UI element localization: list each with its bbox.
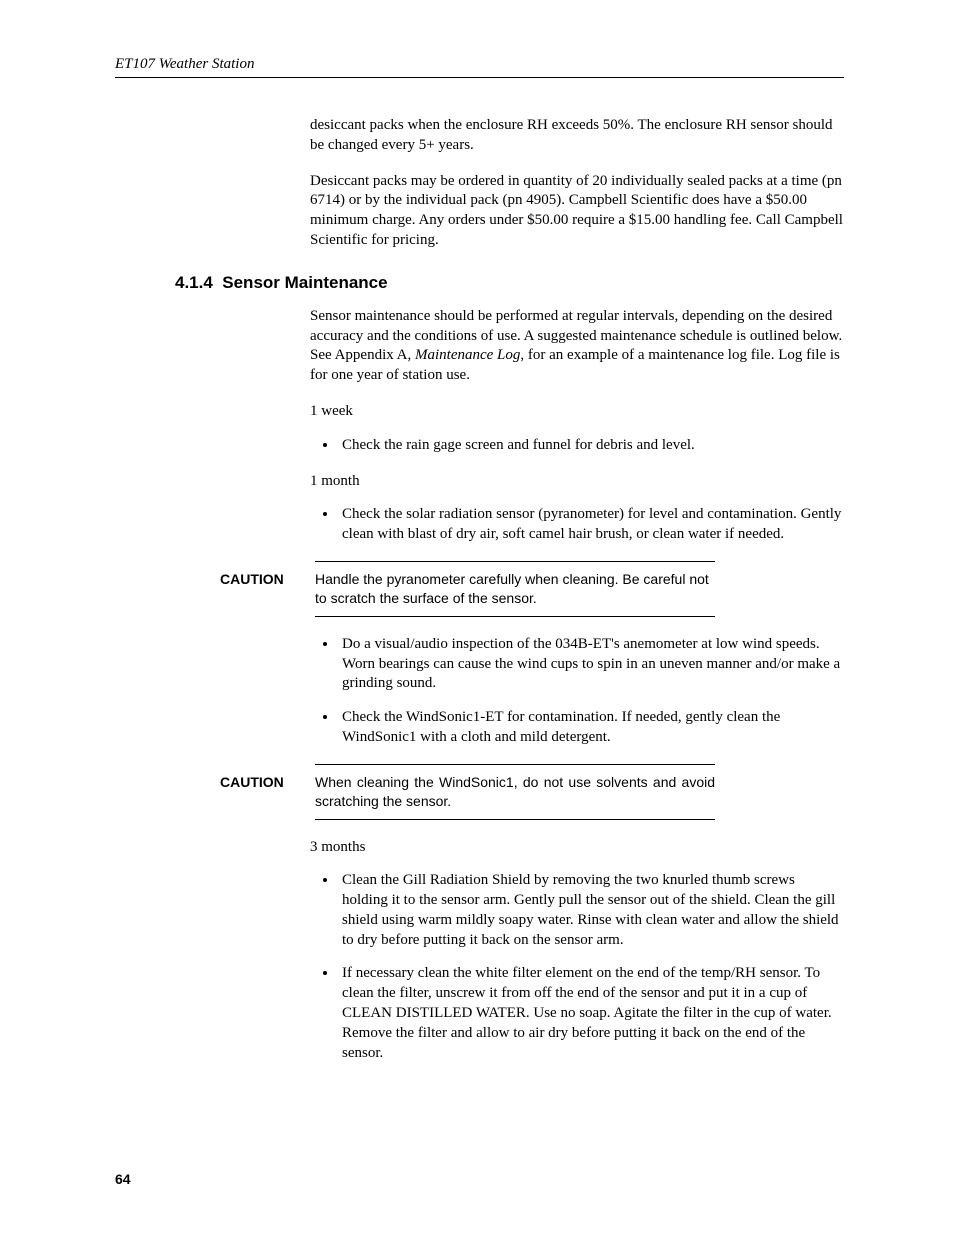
caution-label: CAUTION — [220, 773, 315, 811]
running-header: ET107 Weather Station — [115, 56, 844, 73]
caution-label: CAUTION — [220, 570, 315, 608]
caution-text: When cleaning the WindSonic1, do not use… — [315, 773, 715, 811]
month-list-b: Do a visual/audio inspection of the 034B… — [310, 635, 844, 748]
caution-row: CAUTION Handle the pyranometer carefully… — [220, 562, 715, 616]
list-item: Check the solar radiation sensor (pyrano… — [338, 505, 844, 545]
section-number: 4.1.4 — [175, 273, 213, 292]
caution-row: CAUTION When cleaning the WindSonic1, do… — [220, 765, 715, 819]
month-list-a: Check the solar radiation sensor (pyrano… — [310, 505, 844, 545]
list-item: Clean the Gill Radiation Shield by remov… — [338, 871, 844, 950]
section-intro: Sensor maintenance should be performed a… — [310, 307, 844, 386]
interval-1month: 1 month — [310, 472, 844, 492]
section-body: Sensor maintenance should be performed a… — [310, 307, 844, 545]
three-months-list: Clean the Gill Radiation Shield by remov… — [310, 871, 844, 1063]
list-item: Check the WindSonic1-ET for contaminatio… — [338, 708, 844, 748]
caution-rule-bottom — [315, 819, 715, 820]
week-list: Check the rain gage screen and funnel fo… — [310, 436, 844, 456]
list-item: Do a visual/audio inspection of the 034B… — [338, 635, 844, 694]
caution-block-1: CAUTION Handle the pyranometer carefully… — [220, 561, 715, 617]
caution-rule-bottom — [315, 616, 715, 617]
caution-text: Handle the pyranometer carefully when cl… — [315, 570, 715, 608]
page: ET107 Weather Station desiccant packs wh… — [0, 0, 954, 1235]
list-item: If necessary clean the white filter elem… — [338, 964, 844, 1063]
month-body-mid: Do a visual/audio inspection of the 034B… — [310, 635, 844, 748]
page-number: 64 — [115, 1171, 131, 1187]
interval-1week: 1 week — [310, 402, 844, 422]
intro-para-1: desiccant packs when the enclosure RH ex… — [310, 116, 844, 156]
interval-3months: 3 months — [310, 838, 844, 858]
list-item: Check the rain gage screen and funnel fo… — [338, 436, 844, 456]
section-title: Sensor Maintenance — [222, 273, 387, 292]
body-column: desiccant packs when the enclosure RH ex… — [310, 116, 844, 251]
caution-block-2: CAUTION When cleaning the WindSonic1, do… — [220, 764, 715, 820]
section-intro-italic: Maintenance Log — [415, 347, 520, 363]
section-heading: 4.1.4 Sensor Maintenance — [175, 273, 844, 293]
intro-para-2: Desiccant packs may be ordered in quanti… — [310, 172, 844, 251]
three-months-body: 3 months Clean the Gill Radiation Shield… — [310, 838, 844, 1064]
header-rule — [115, 77, 844, 78]
